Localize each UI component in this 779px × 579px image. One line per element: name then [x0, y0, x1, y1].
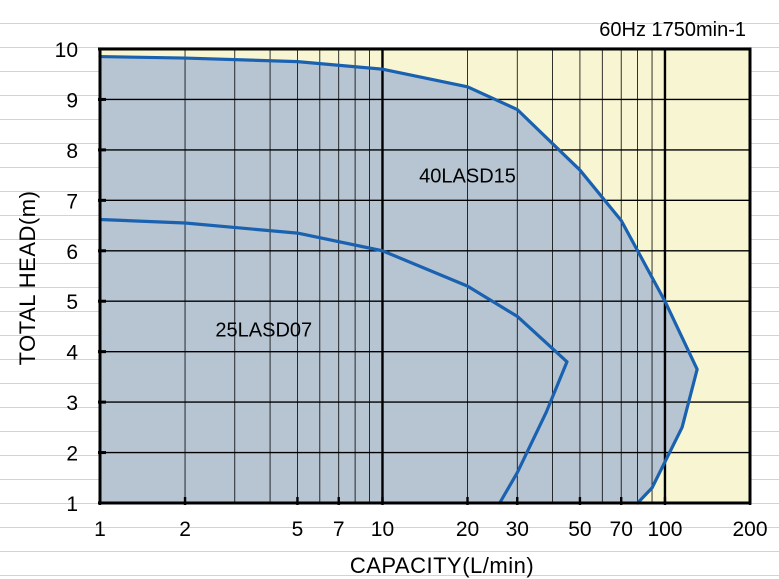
x-ticks: 1 2 5 7 10 20 30 50 70 100 200	[94, 497, 768, 541]
y-tick-label: 3	[66, 392, 78, 415]
y-tick-label: 1	[66, 493, 78, 516]
series-label-25LASD07: 25LASD07	[215, 320, 312, 342]
y-tick-label: 6	[66, 241, 78, 264]
y-tick-label: 7	[66, 190, 78, 213]
x-tick-label: 5	[292, 518, 304, 541]
x-tick-label: 30	[506, 518, 529, 541]
y-tick-label: 5	[66, 291, 78, 314]
series-label-40LASD15: 40LASD15	[419, 166, 516, 188]
y-tick-label: 2	[66, 443, 78, 466]
x-tick-label: 7	[333, 518, 345, 541]
y-tick-label: 10	[55, 39, 78, 62]
series-labels: 40LASD15 25LASD07	[215, 166, 515, 342]
operating-regions	[100, 56, 698, 503]
x-tick-label: 1	[94, 518, 106, 541]
x-tick-label: 100	[647, 518, 682, 541]
x-tick-label: 20	[456, 518, 479, 541]
plot-frame	[98, 47, 752, 505]
x-tick-label: 50	[568, 518, 591, 541]
chart-subtitle: 60Hz 1750min-1	[599, 19, 746, 41]
y-tick-label: 9	[66, 89, 78, 112]
curve-25LASD07	[98, 217, 569, 505]
x-tick-label: 200	[732, 518, 767, 541]
x-tick-label: 10	[371, 518, 394, 541]
y-tick-label: 8	[66, 140, 78, 163]
performance-curves	[98, 54, 699, 505]
x-tick-label: 70	[610, 518, 633, 541]
curve-40LASD15	[98, 54, 699, 505]
x-axis-title: CAPACITY(L/min)	[350, 553, 534, 578]
y-axis-title: TOTAL HEAD(m)	[15, 191, 40, 366]
operating-region-2	[100, 219, 567, 503]
y-ticks: 1 2 3 4 5 6 7 8 9 10	[55, 39, 106, 516]
x-tick-label: 2	[179, 518, 191, 541]
y-tick-label: 4	[66, 342, 78, 365]
